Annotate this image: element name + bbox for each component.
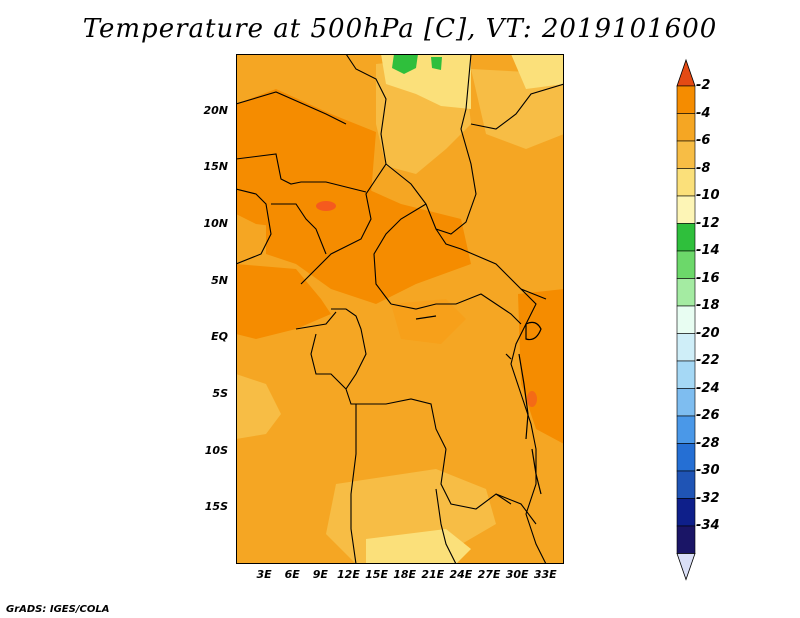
band-minus14-patch2 (431, 57, 442, 70)
y-tick-label: 5S (212, 387, 228, 400)
colorbar-swatch (676, 168, 696, 197)
x-tick-label: 30E (505, 568, 529, 581)
y-tick-label: 10N (203, 217, 228, 230)
colorbar-label: -4 (696, 105, 711, 121)
colorbar-label: -30 (696, 463, 720, 478)
colorbar-label: -6 (696, 133, 711, 148)
colorbar-swatch (676, 305, 696, 334)
colorbar-swatch (676, 498, 696, 527)
colorbar-swatch (676, 415, 696, 444)
colorbar-swatch (676, 85, 696, 114)
y-tick-label: 15S (204, 500, 228, 514)
colorbar-label: -12 (696, 215, 720, 231)
colorbar-swatch (676, 113, 696, 142)
colorbar-swatch (676, 140, 696, 169)
x-tick-label: 12E (337, 568, 360, 581)
chart-title: Temperature at 500hPa [C], VT: 201910160… (82, 14, 718, 44)
band-minus2-spot-east (527, 391, 537, 407)
y-tick-label: 10S (204, 443, 228, 457)
x-tick-label: 27E (477, 568, 501, 581)
x-tick-label: 15E (365, 568, 388, 581)
lakes (415, 315, 542, 495)
colorbar-label: -24 (696, 380, 720, 396)
band-minus4-sahel (266, 184, 471, 304)
colorbar-label: -22 (696, 353, 720, 368)
colorbar-swatch (676, 443, 696, 472)
colorbar-label: -10 (696, 188, 720, 203)
y-tick-label: 15N (203, 160, 228, 174)
colorbar-label: -32 (696, 490, 720, 506)
x-tick-label: 33E (533, 568, 557, 581)
colorbar-label: -18 (696, 298, 720, 313)
temperature-map (236, 54, 564, 564)
x-tick-label: 9E (312, 568, 328, 581)
band-minus14-patch (392, 54, 418, 74)
colorbar-swatch (676, 333, 696, 362)
colorbar-top-arrow (676, 58, 696, 87)
colorbar-label: -16 (696, 270, 720, 286)
x-tick-label: 21E (421, 568, 445, 581)
colorbar-bottom-arrow (676, 553, 696, 581)
x-tick-label: 6E (284, 568, 300, 581)
y-tick-label: 5N (211, 273, 228, 287)
colorbar-label: -28 (696, 435, 720, 451)
y-tick-label: 20N (203, 103, 228, 117)
band-minus2-spot (316, 201, 336, 211)
band-minus4-west (236, 264, 331, 339)
colorbar-swatch (676, 360, 696, 389)
colorbar-swatch (676, 223, 696, 252)
y-tick-label: EQ (211, 330, 228, 344)
colorbar-label: -34 (696, 518, 720, 533)
colorbar-label: -8 (696, 160, 711, 176)
colorbar-label: -26 (696, 408, 720, 423)
band-minus10-ne (511, 54, 564, 89)
colorbar-swatch (676, 195, 696, 224)
x-tick-label: 18E (393, 568, 417, 581)
x-tick-label: 3E (256, 568, 272, 581)
colorbar-label: -20 (696, 325, 720, 341)
country-borders (236, 54, 564, 564)
colorbar-label: -2 (696, 78, 711, 93)
band-minus4-spot (391, 299, 466, 344)
x-tick-label: 24E (449, 568, 473, 581)
colorbar (676, 58, 696, 581)
colorbar-swatch (676, 470, 696, 499)
band-minus8-sw (236, 374, 281, 439)
colorbar-swatch (676, 388, 696, 417)
colorbar-swatch (676, 250, 696, 279)
colorbar-swatch (676, 525, 696, 554)
colorbar-swatch (676, 278, 696, 307)
grads-credit: GrADS: IGES/COLA (6, 604, 110, 615)
colorbar-label: -14 (696, 243, 720, 258)
